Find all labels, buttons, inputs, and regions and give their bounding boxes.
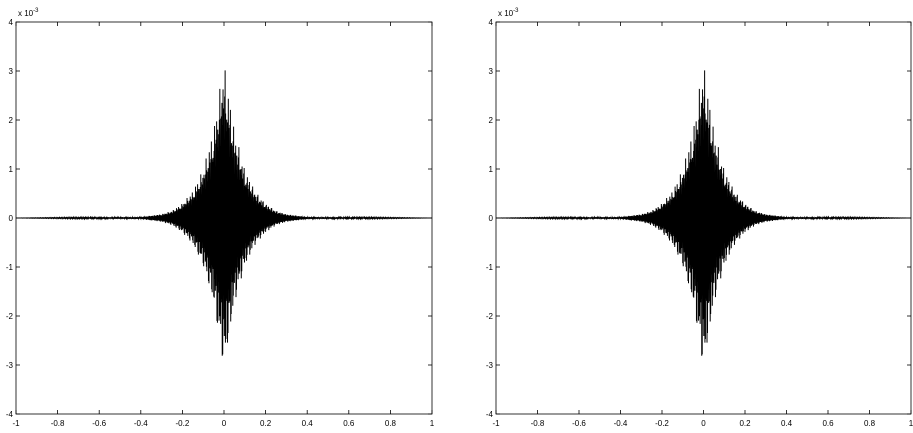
- x-tick-label: -0.2: [176, 419, 190, 428]
- y-tick-label: -2: [6, 312, 14, 321]
- y-tick-label: 2: [9, 116, 14, 125]
- y-tick-label: -4: [6, 410, 14, 419]
- x-tick-label: 0.4: [302, 419, 314, 428]
- x-tick-label: 0.4: [781, 419, 793, 428]
- x-tick-label: -0.6: [572, 419, 586, 428]
- x-tick-label: -1: [492, 419, 500, 428]
- x-tick-label: -0.2: [655, 419, 669, 428]
- series-line: [16, 70, 432, 356]
- y-tick-label: -4: [486, 410, 494, 419]
- y-scale-exponent-label: x 10-3: [498, 8, 519, 18]
- y-tick-label: 3: [489, 67, 494, 76]
- x-tick-label: -1: [12, 419, 20, 428]
- y-tick-label: 4: [489, 18, 494, 27]
- x-tick-label: -0.8: [531, 419, 545, 428]
- x-tick-label: -0.4: [614, 419, 628, 428]
- y-tick-label: -3: [486, 361, 494, 370]
- y-tick-label: 1: [489, 165, 494, 174]
- x-tick-label: -0.4: [134, 419, 148, 428]
- y-scale-exponent-power: -3: [33, 8, 39, 14]
- chart-panel-left: -1 -0.8 -0.6 -0.4 -0.2 0 0.2 0.4 0.6 0.8 1 -4 -3 -2 -1…: [6, 8, 435, 428]
- x-tick-label: 0.8: [864, 419, 876, 428]
- y-tick-label: 2: [489, 116, 494, 125]
- x-tick-label: 0: [701, 419, 706, 428]
- y-tick-label: 3: [9, 67, 14, 76]
- x-tick-label: -0.8: [51, 419, 65, 428]
- x-tick-label: 1: [909, 419, 913, 428]
- y-scale-exponent-label: x 10-3: [18, 8, 39, 18]
- y-scale-exponent-power: -3: [513, 8, 519, 14]
- series-line: [496, 70, 911, 356]
- y-tick-label: -1: [486, 263, 494, 272]
- y-tick-label: -1: [6, 263, 14, 272]
- x-tick-label: 1: [430, 419, 435, 428]
- x-tick-label: 0: [222, 419, 227, 428]
- x-tick-label: -0.6: [92, 419, 106, 428]
- x-tick-label: 0.6: [343, 419, 355, 428]
- chart-panel-right: -1 -0.8 -0.6 -0.4 -0.2 0 0.2 0.4 0.6 0.8 1 -4 -3 -2 -1…: [486, 8, 913, 428]
- x-tick-label: 0.8: [385, 419, 397, 428]
- y-tick-label: 0: [9, 214, 14, 223]
- x-tick-label: 0.6: [822, 419, 834, 428]
- y-scale-exponent-base: x 10: [18, 9, 34, 18]
- y-scale-exponent-base: x 10: [498, 9, 514, 18]
- x-tick-label: 0.2: [739, 419, 751, 428]
- x-tick-label: 0.2: [260, 419, 272, 428]
- y-tick-label: 1: [9, 165, 14, 174]
- y-tick-label: 4: [9, 18, 14, 27]
- y-tick-label: -3: [6, 361, 14, 370]
- y-tick-label: 0: [489, 214, 494, 223]
- y-tick-label: -2: [486, 312, 494, 321]
